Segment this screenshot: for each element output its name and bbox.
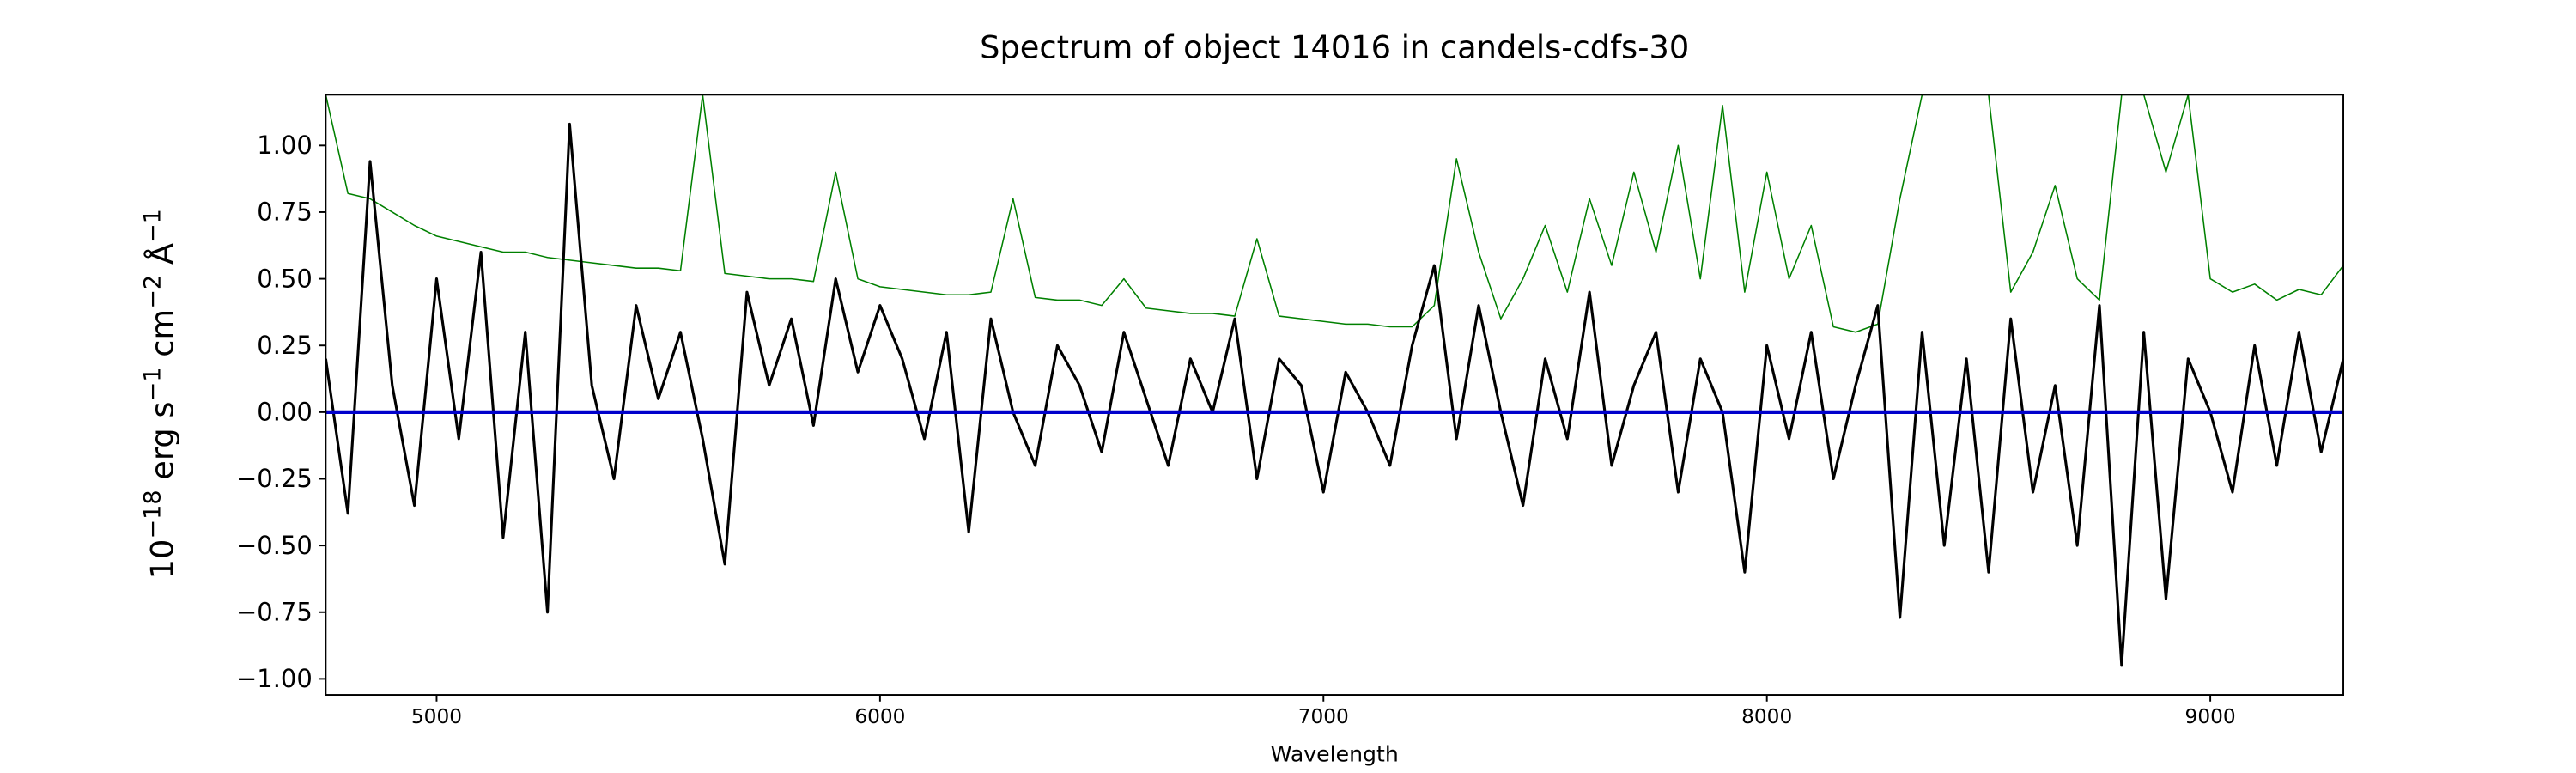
y-label-exponent: −1 xyxy=(139,209,166,243)
plot-frame xyxy=(325,94,2344,696)
chart-title: Spectrum of object 14016 in candels-cdfs… xyxy=(980,29,1689,66)
y-label-text: Å xyxy=(143,243,180,275)
y-tick-label: 0.50 xyxy=(257,264,313,293)
plot-area xyxy=(325,94,2344,667)
y-label-exponent: −2 xyxy=(139,275,166,309)
y-label-text: erg s xyxy=(143,401,180,490)
x-tick-label: 5000 xyxy=(411,705,462,728)
x-axis-label: Wavelength xyxy=(1271,741,1399,766)
y-label-exponent: −18 xyxy=(139,490,166,539)
y-tick-label: −0.75 xyxy=(236,597,313,626)
y-tick-label: 0.75 xyxy=(257,198,313,227)
y-label-exponent: −1 xyxy=(139,367,166,401)
y-label-text: cm xyxy=(143,309,180,368)
x-tick-label: 6000 xyxy=(854,705,905,728)
y-tick-label: 0.00 xyxy=(257,398,313,427)
y-label-text: 10 xyxy=(143,539,180,580)
spectrum-line xyxy=(325,94,2344,333)
spectrum-line xyxy=(325,122,2344,667)
x-tick-label: 9000 xyxy=(2185,705,2236,728)
y-tick-label: −1.00 xyxy=(236,664,313,693)
x-tick-label: 8000 xyxy=(1741,705,1792,728)
y-tick-label: 0.25 xyxy=(257,331,313,360)
y-tick-label: −0.50 xyxy=(236,531,313,560)
y-tick-label: 1.00 xyxy=(257,131,313,160)
x-tick-label: 7000 xyxy=(1298,705,1349,728)
y-tick-label: −0.25 xyxy=(236,464,313,493)
y-axis-label: 10−18 erg s−1 cm−2 Å−1 xyxy=(139,209,181,579)
